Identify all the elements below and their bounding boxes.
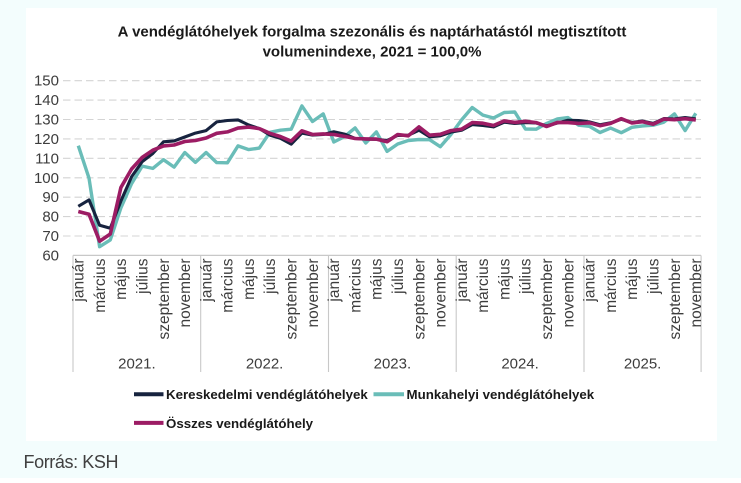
svg-text:március: március — [92, 258, 109, 313]
svg-text:március: március — [347, 258, 364, 313]
svg-text:március: március — [220, 258, 237, 313]
svg-text:70: 70 — [42, 228, 59, 245]
svg-text:2023.: 2023. — [374, 356, 412, 373]
svg-text:szeptember: szeptember — [667, 259, 684, 340]
svg-text:november: november — [177, 259, 194, 328]
svg-text:60: 60 — [42, 247, 59, 264]
svg-text:január: január — [326, 259, 343, 303]
svg-text:Munkahelyi vendéglátóhelyek: Munkahelyi vendéglátóhelyek — [407, 387, 595, 402]
svg-text:90: 90 — [42, 189, 59, 206]
svg-text:2025.: 2025. — [624, 356, 662, 373]
svg-text:július: július — [518, 258, 535, 295]
svg-text:szeptember: szeptember — [539, 259, 556, 340]
svg-text:május: május — [497, 258, 514, 300]
svg-text:november: november — [433, 258, 450, 327]
svg-text:Kereskedelmi vendéglátóhelyek: Kereskedelmi vendéglátóhelyek — [166, 387, 368, 402]
svg-text:március: március — [603, 258, 620, 313]
svg-text:100: 100 — [34, 170, 59, 187]
svg-text:Forrás: KSH: Forrás: KSH — [24, 452, 119, 472]
svg-text:július: július — [646, 258, 663, 295]
svg-text:Összes vendéglátóhely: Összes vendéglátóhely — [166, 416, 314, 431]
svg-text:110: 110 — [35, 150, 59, 167]
svg-text:május: május — [369, 258, 386, 300]
svg-text:május: május — [624, 258, 641, 300]
svg-text:szeptember: szeptember — [156, 259, 173, 340]
svg-text:július: július — [135, 258, 152, 295]
svg-text:150: 150 — [34, 73, 59, 90]
svg-text:80: 80 — [42, 209, 59, 226]
svg-text:július: július — [390, 258, 407, 295]
svg-text:szeptember: szeptember — [411, 259, 428, 340]
svg-text:2022.: 2022. — [246, 356, 284, 373]
svg-text:január: január — [198, 259, 215, 303]
svg-text:szeptember: szeptember — [284, 259, 301, 340]
svg-text:november: november — [305, 259, 322, 328]
svg-text:120: 120 — [34, 131, 59, 148]
svg-text:volumenindexe, 2021 = 100,0%: volumenindexe, 2021 = 100,0% — [263, 44, 482, 61]
svg-text:március: március — [475, 258, 492, 313]
svg-text:május: május — [113, 258, 130, 300]
svg-text:november: november — [688, 259, 705, 328]
svg-text:130: 130 — [34, 112, 59, 129]
svg-text:július: július — [262, 258, 279, 295]
svg-text:2021.: 2021. — [118, 356, 156, 373]
svg-text:május: május — [241, 258, 258, 300]
svg-text:140: 140 — [34, 92, 59, 109]
svg-text:A vendéglátóhelyek forgalma sz: A vendéglátóhelyek forgalma szezonális é… — [118, 24, 627, 41]
svg-text:január: január — [71, 259, 88, 303]
svg-text:január: január — [454, 259, 471, 303]
svg-text:2024.: 2024. — [501, 356, 539, 373]
svg-text:november: november — [560, 259, 577, 328]
svg-text:január: január — [582, 259, 599, 303]
